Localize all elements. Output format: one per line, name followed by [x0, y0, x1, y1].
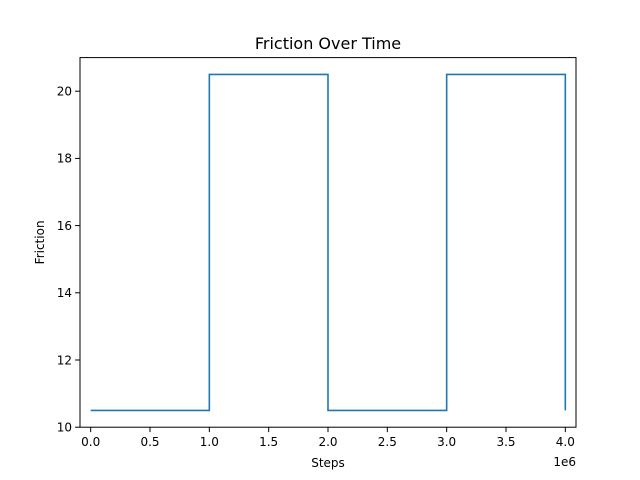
series-line	[90, 73, 567, 412]
x-axis-label: Steps	[311, 456, 345, 470]
x-tick-label: 2.0	[318, 435, 337, 449]
x-tick-label: 4.0	[556, 435, 575, 449]
x-tick-label: 3.5	[496, 435, 515, 449]
y-tick-label: 12	[57, 353, 72, 367]
x-tick-label: 1.5	[259, 435, 278, 449]
chart-title: Friction Over Time	[255, 34, 401, 53]
x-tick-label: 2.5	[378, 435, 397, 449]
y-tick-label: 20	[57, 85, 72, 99]
series-layer	[90, 73, 567, 412]
x-tick-label: 3.0	[437, 435, 456, 449]
x-axis: 0.0 0.5 1.0 1.5 2.0 2.5 3.0 3.5 4.0	[81, 427, 575, 449]
y-tick-label: 16	[57, 219, 72, 233]
y-tick-label: 10	[57, 421, 72, 435]
y-tick-label: 18	[57, 152, 72, 166]
y-tick-label: 14	[57, 286, 72, 300]
x-tick-label: 0.0	[81, 435, 100, 449]
y-axis-label: Friction	[33, 220, 47, 264]
x-tick-label: 0.5	[140, 435, 159, 449]
x-axis-offset-label: 1e6	[553, 455, 576, 469]
y-axis: 10 12 14 16 18 20	[57, 85, 80, 435]
x-tick-label: 1.0	[200, 435, 219, 449]
